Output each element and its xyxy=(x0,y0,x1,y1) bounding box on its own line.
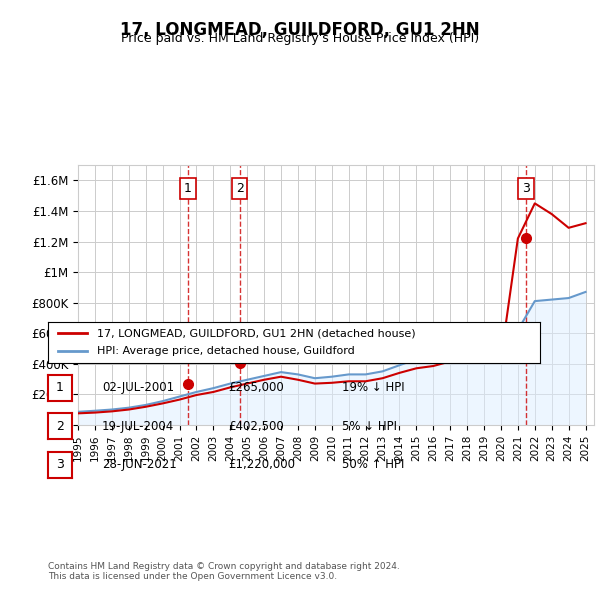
Text: 17, LONGMEAD, GUILDFORD, GU1 2HN: 17, LONGMEAD, GUILDFORD, GU1 2HN xyxy=(120,21,480,39)
Text: 3: 3 xyxy=(56,458,64,471)
Text: 1: 1 xyxy=(184,182,192,195)
Text: 5% ↓ HPI: 5% ↓ HPI xyxy=(342,419,397,433)
Text: 2: 2 xyxy=(236,182,244,195)
Text: 19% ↓ HPI: 19% ↓ HPI xyxy=(342,381,404,395)
Text: 19-JUL-2004: 19-JUL-2004 xyxy=(102,419,174,433)
Text: £1,220,000: £1,220,000 xyxy=(228,458,295,471)
Text: 28-JUN-2021: 28-JUN-2021 xyxy=(102,458,177,471)
Text: Contains HM Land Registry data © Crown copyright and database right 2024.
This d: Contains HM Land Registry data © Crown c… xyxy=(48,562,400,581)
Text: £265,000: £265,000 xyxy=(228,381,284,395)
Text: 17, LONGMEAD, GUILDFORD, GU1 2HN (detached house): 17, LONGMEAD, GUILDFORD, GU1 2HN (detach… xyxy=(97,328,416,338)
Text: HPI: Average price, detached house, Guildford: HPI: Average price, detached house, Guil… xyxy=(97,346,355,356)
Text: 2: 2 xyxy=(56,419,64,433)
Text: 50% ↑ HPI: 50% ↑ HPI xyxy=(342,458,404,471)
Text: 3: 3 xyxy=(522,182,530,195)
Text: 02-JUL-2001: 02-JUL-2001 xyxy=(102,381,174,395)
Text: £402,500: £402,500 xyxy=(228,419,284,433)
Text: Price paid vs. HM Land Registry's House Price Index (HPI): Price paid vs. HM Land Registry's House … xyxy=(121,32,479,45)
Text: 1: 1 xyxy=(56,381,64,395)
